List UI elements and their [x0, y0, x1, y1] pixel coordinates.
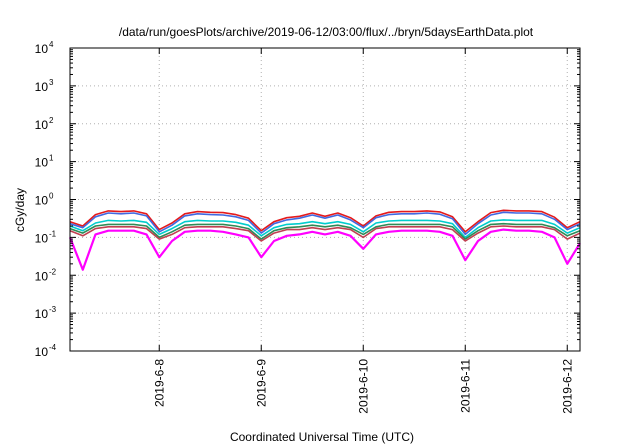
- y-tick-base: 10: [35, 307, 49, 321]
- series-line: [69, 211, 581, 236]
- x-axis-label: Coordinated Universal Time (UTC): [230, 430, 414, 444]
- y-tick-label: 10: [35, 80, 49, 94]
- y-tick-exponent: 2: [49, 116, 54, 125]
- y-tick-exponent: -2: [49, 267, 57, 276]
- x-tick-label: 2019-6-9: [254, 359, 268, 407]
- series-line: [68, 228, 581, 271]
- y-tick-label: 10: [35, 194, 49, 208]
- series-line: [69, 219, 581, 239]
- y-tick-exponent: 1: [49, 154, 54, 163]
- y-tick-label: 10: [35, 307, 49, 321]
- y-tick-label: 10: [35, 156, 49, 170]
- y-tick-exponent: -1: [49, 229, 57, 238]
- y-tick-exponent: 4: [49, 40, 54, 49]
- y-tick-base: 10: [35, 231, 49, 245]
- series-line: [69, 209, 581, 233]
- y-tick-label: 10: [35, 42, 49, 56]
- series-line: [69, 225, 581, 242]
- y-tick-label: 10: [35, 231, 49, 245]
- y-tick-exponent: 3: [49, 78, 54, 87]
- grid: [70, 48, 580, 351]
- plot-frame: [69, 47, 581, 352]
- chart-title: /data/run/goesPlots/archive/2019-06-12/0…: [119, 25, 534, 39]
- y-tick-exponent: -3: [49, 305, 57, 314]
- y-tick-exponent: 0: [49, 192, 54, 201]
- y-tick-base: 10: [35, 80, 49, 94]
- y-axis-label: cGy/day: [13, 188, 27, 232]
- series-line: [69, 222, 581, 240]
- y-tick-label: 10: [35, 345, 49, 359]
- y-tick-label: 10: [35, 269, 49, 283]
- x-tick-label: 2019-6-10: [356, 359, 370, 414]
- y-tick-base: 10: [35, 118, 49, 132]
- y-tick-base: 10: [35, 156, 49, 170]
- y-tick-base: 10: [35, 345, 49, 359]
- y-tick-base: 10: [35, 42, 49, 56]
- y-tick-label: 10: [35, 118, 49, 132]
- x-tick-label: 2019-6-11: [458, 359, 472, 413]
- y-tick-base: 10: [35, 269, 49, 283]
- y-tick-exponent: -4: [49, 343, 57, 352]
- y-tick-base: 10: [35, 194, 49, 208]
- series-group: [68, 209, 581, 271]
- x-tick-label: 2019-6-8: [152, 359, 166, 407]
- x-tick-label: 2019-6-12: [560, 359, 574, 414]
